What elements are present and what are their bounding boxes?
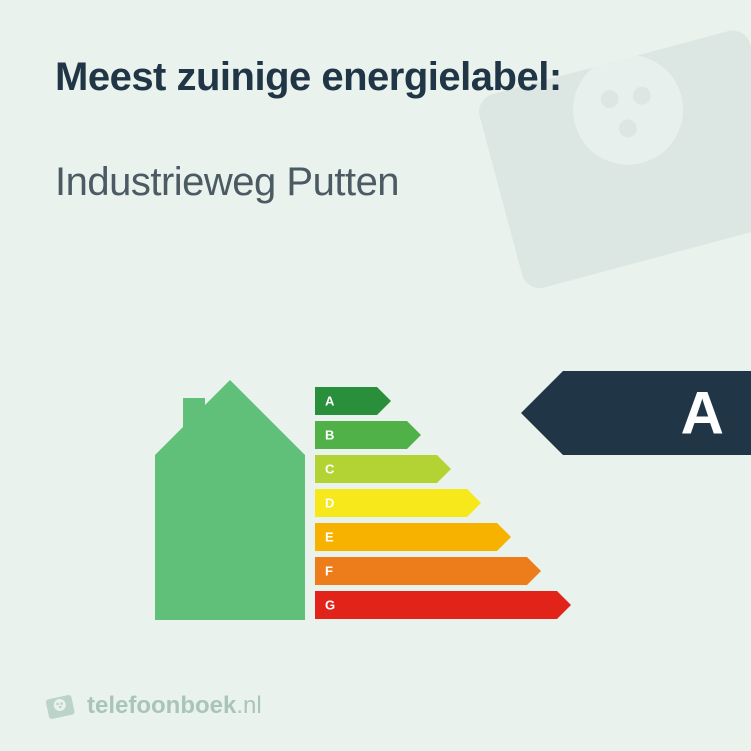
page-title: Meest zuinige energielabel: (55, 55, 696, 100)
rating-badge-letter: A (681, 379, 723, 448)
footer-logo-icon (45, 691, 75, 721)
energy-bar-label: C (325, 462, 334, 477)
footer-brand-bold: telefoonboek (87, 692, 236, 719)
energy-bar-label: G (325, 598, 335, 613)
energy-bar-label: E (325, 530, 334, 545)
rating-badge: A (521, 371, 751, 455)
energy-bar: C (315, 455, 571, 483)
energy-bar: E (315, 523, 571, 551)
energy-bar: G (315, 591, 571, 619)
energy-bar-label: A (325, 394, 334, 409)
page-subtitle: Industrieweg Putten (55, 160, 696, 205)
footer-brand-thin: .nl (236, 692, 261, 719)
footer-text: telefoonboek.nl (87, 692, 262, 720)
energy-bar: D (315, 489, 571, 517)
energy-bar: F (315, 557, 571, 585)
house-icon (155, 380, 305, 620)
energy-bar-label: D (325, 496, 334, 511)
energy-bar-label: F (325, 564, 333, 579)
footer: telefoonboek.nl (45, 691, 262, 721)
energy-bar-label: B (325, 428, 334, 443)
